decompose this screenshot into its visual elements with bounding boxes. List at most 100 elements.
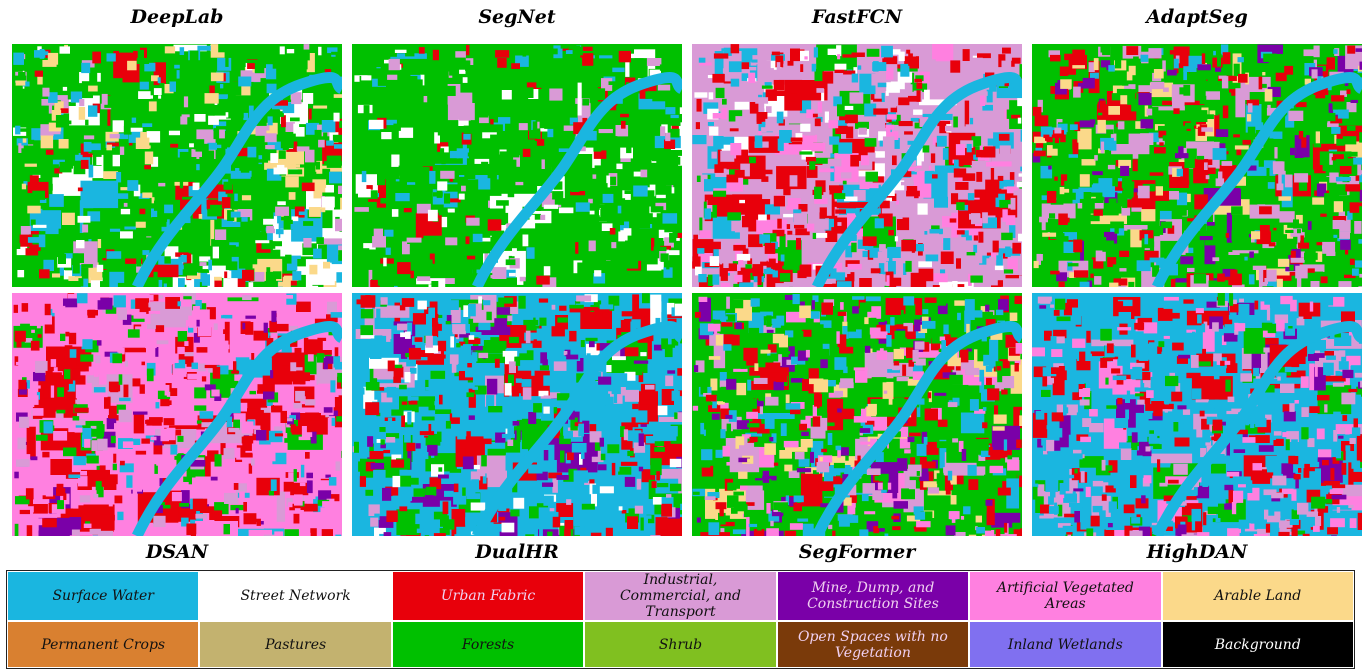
map-patch	[433, 50, 439, 60]
map-patch	[729, 61, 742, 72]
map-patch	[658, 85, 670, 91]
map-patch	[903, 296, 914, 305]
map-patch	[438, 302, 450, 315]
map-patch	[925, 409, 938, 421]
map-patch	[628, 203, 643, 215]
map-patch	[749, 157, 756, 163]
map-patch	[800, 124, 810, 132]
map-patch	[765, 363, 780, 373]
map-patch	[730, 128, 739, 131]
map-patch	[960, 350, 968, 363]
map-patch	[707, 199, 719, 205]
map-patch	[965, 101, 969, 127]
map-patch	[259, 294, 270, 305]
map-patch	[332, 418, 336, 426]
map-patch	[289, 192, 296, 200]
map-patch	[1244, 257, 1247, 261]
map-patch	[22, 184, 26, 190]
map-patch	[777, 62, 781, 75]
map-patch	[814, 47, 818, 57]
map-patch	[48, 92, 58, 103]
map-patch	[18, 438, 26, 450]
map-patch	[839, 382, 854, 388]
map-patch	[781, 326, 792, 330]
map-patch	[693, 492, 700, 495]
map-patch	[255, 240, 269, 243]
map-patch	[443, 519, 454, 529]
map-patch	[1354, 221, 1361, 234]
map-patch	[480, 366, 485, 371]
map-patch	[1140, 133, 1153, 145]
map-patch	[1262, 286, 1273, 287]
map-patch	[524, 68, 531, 72]
map-patch	[609, 296, 620, 306]
map-patch	[806, 511, 811, 515]
map-patch	[709, 356, 721, 360]
map-patch	[1043, 135, 1049, 139]
map-patch	[552, 305, 556, 310]
map-patch	[1264, 278, 1268, 284]
map-patch	[834, 193, 846, 199]
map-patch	[968, 310, 983, 317]
map-patch	[1320, 214, 1326, 217]
map-patch	[576, 295, 591, 301]
map-patch	[933, 285, 940, 287]
map-patch	[303, 221, 313, 226]
map-patch	[612, 68, 624, 73]
map-patch	[1020, 410, 1022, 416]
map-patch	[112, 354, 122, 364]
map-patch	[1002, 180, 1014, 187]
map-patch	[974, 506, 979, 512]
map-patch	[982, 422, 987, 428]
map-patch	[727, 495, 739, 508]
map-patch	[801, 409, 806, 420]
map-patch	[676, 530, 682, 536]
map-patch	[1150, 258, 1165, 263]
map-patch	[113, 464, 117, 471]
map-patch	[653, 497, 662, 505]
map-patch	[943, 325, 948, 335]
map-patch	[384, 532, 392, 536]
map-patch	[82, 339, 93, 349]
map-patch	[479, 423, 491, 436]
map-patch	[892, 526, 900, 530]
map-patch	[63, 87, 67, 91]
map-patch	[263, 219, 275, 225]
map-patch	[634, 361, 648, 364]
map-patch	[245, 322, 253, 335]
map-patch	[1059, 282, 1065, 287]
map-patch	[1034, 261, 1039, 268]
map-patch	[1004, 439, 1007, 450]
map-patch	[801, 432, 809, 436]
map-patch	[338, 250, 342, 261]
map-patch	[100, 194, 114, 199]
map-patch	[531, 160, 541, 170]
map-patch	[751, 60, 757, 63]
map-patch	[322, 120, 336, 132]
map-patch	[1350, 259, 1355, 265]
map-patch	[459, 203, 474, 213]
map-patch	[596, 183, 607, 190]
map-patch	[1269, 242, 1276, 246]
map-patch	[60, 334, 65, 341]
map-patch	[141, 439, 150, 444]
map-patch	[1019, 476, 1022, 488]
map-patch	[1174, 59, 1179, 69]
map-patch	[755, 97, 768, 104]
map-patch	[818, 102, 822, 113]
map-patch	[51, 359, 56, 367]
map-patch	[955, 182, 968, 190]
map-patch	[812, 64, 816, 72]
map-patch	[1159, 142, 1163, 146]
map-patch	[70, 310, 80, 318]
map-patch	[563, 74, 570, 82]
map-patch	[820, 207, 827, 218]
map-patch	[110, 134, 120, 138]
map-patch	[1008, 204, 1015, 208]
map-patch	[411, 156, 418, 163]
map-patch	[1329, 103, 1333, 113]
map-patch	[618, 232, 625, 242]
map-patch	[716, 88, 725, 98]
map-patch	[365, 490, 373, 496]
map-patch	[772, 319, 782, 324]
